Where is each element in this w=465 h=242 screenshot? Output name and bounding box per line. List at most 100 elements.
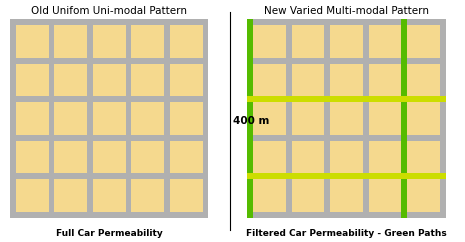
Bar xyxy=(292,64,324,96)
Bar xyxy=(93,25,126,58)
Text: Filtered Car Permeability - Green Paths: Filtered Car Permeability - Green Paths xyxy=(246,229,447,238)
Bar xyxy=(369,25,401,58)
Bar xyxy=(54,179,87,212)
Bar xyxy=(16,179,48,212)
Bar xyxy=(132,141,164,174)
Bar xyxy=(330,25,363,58)
Bar xyxy=(54,64,87,96)
Bar xyxy=(247,174,445,179)
Bar xyxy=(170,25,203,58)
Bar xyxy=(253,179,286,212)
Bar xyxy=(170,179,203,212)
Bar xyxy=(407,25,440,58)
Bar xyxy=(292,25,324,58)
Bar xyxy=(407,25,440,58)
Bar xyxy=(253,141,286,174)
Bar xyxy=(330,179,363,212)
Bar xyxy=(369,25,401,58)
Bar xyxy=(247,19,253,218)
Bar xyxy=(93,102,126,135)
Bar xyxy=(16,64,48,96)
Bar xyxy=(253,141,286,174)
Bar xyxy=(132,64,164,96)
Bar xyxy=(369,179,401,212)
Bar xyxy=(369,102,401,135)
Bar xyxy=(54,25,87,58)
Bar xyxy=(93,64,126,96)
Bar xyxy=(253,64,286,96)
Bar xyxy=(54,102,87,135)
Bar xyxy=(253,25,286,58)
Text: Full Car Permeability: Full Car Permeability xyxy=(56,229,163,238)
Bar xyxy=(369,102,401,135)
Bar xyxy=(16,179,48,212)
Title: Old Unifom Uni-modal Pattern: Old Unifom Uni-modal Pattern xyxy=(31,6,187,16)
Bar xyxy=(132,102,164,135)
Bar xyxy=(407,64,440,96)
Bar xyxy=(93,64,126,96)
Title: New Varied Multi-modal Pattern: New Varied Multi-modal Pattern xyxy=(264,6,429,16)
Bar xyxy=(132,141,164,174)
Bar xyxy=(132,179,164,212)
Bar xyxy=(93,102,126,135)
Bar xyxy=(54,179,87,212)
Bar xyxy=(253,102,286,135)
Bar xyxy=(93,179,126,212)
Bar xyxy=(132,179,164,212)
Bar xyxy=(292,102,324,135)
Bar xyxy=(16,141,48,174)
Bar xyxy=(93,25,126,58)
Bar xyxy=(407,179,440,212)
Bar xyxy=(407,141,440,174)
Bar xyxy=(132,64,164,96)
Bar xyxy=(16,25,48,58)
Bar xyxy=(170,64,203,96)
Bar xyxy=(369,141,401,174)
Bar xyxy=(170,102,203,135)
Bar xyxy=(16,102,48,135)
Bar xyxy=(407,64,440,96)
Bar xyxy=(407,179,440,212)
Bar xyxy=(16,25,48,58)
Text: 400 m: 400 m xyxy=(233,116,270,126)
Bar xyxy=(401,19,407,218)
Bar xyxy=(132,25,164,58)
Bar xyxy=(170,141,203,174)
Bar xyxy=(369,64,401,96)
Bar xyxy=(330,141,363,174)
Bar xyxy=(292,179,324,212)
Bar xyxy=(369,64,401,96)
Bar xyxy=(330,64,363,96)
Bar xyxy=(330,64,363,96)
Bar xyxy=(132,102,164,135)
Bar xyxy=(292,179,324,212)
Bar xyxy=(132,25,164,58)
Bar xyxy=(54,141,87,174)
Bar xyxy=(170,25,203,58)
Bar xyxy=(330,25,363,58)
Bar xyxy=(330,102,363,135)
Bar xyxy=(292,141,324,174)
Bar xyxy=(54,64,87,96)
Bar xyxy=(407,102,440,135)
Bar xyxy=(170,141,203,174)
Bar xyxy=(407,102,440,135)
Bar xyxy=(292,25,324,58)
Bar xyxy=(54,102,87,135)
Bar xyxy=(292,102,324,135)
Bar xyxy=(170,102,203,135)
Bar xyxy=(369,141,401,174)
Bar xyxy=(93,141,126,174)
Bar xyxy=(170,179,203,212)
Bar xyxy=(330,179,363,212)
Bar xyxy=(93,179,126,212)
Bar xyxy=(16,102,48,135)
Bar xyxy=(369,179,401,212)
Bar xyxy=(253,25,286,58)
Bar xyxy=(54,25,87,58)
Bar xyxy=(93,141,126,174)
Bar xyxy=(16,64,48,96)
Bar xyxy=(330,102,363,135)
Bar xyxy=(247,96,445,102)
Bar xyxy=(170,64,203,96)
